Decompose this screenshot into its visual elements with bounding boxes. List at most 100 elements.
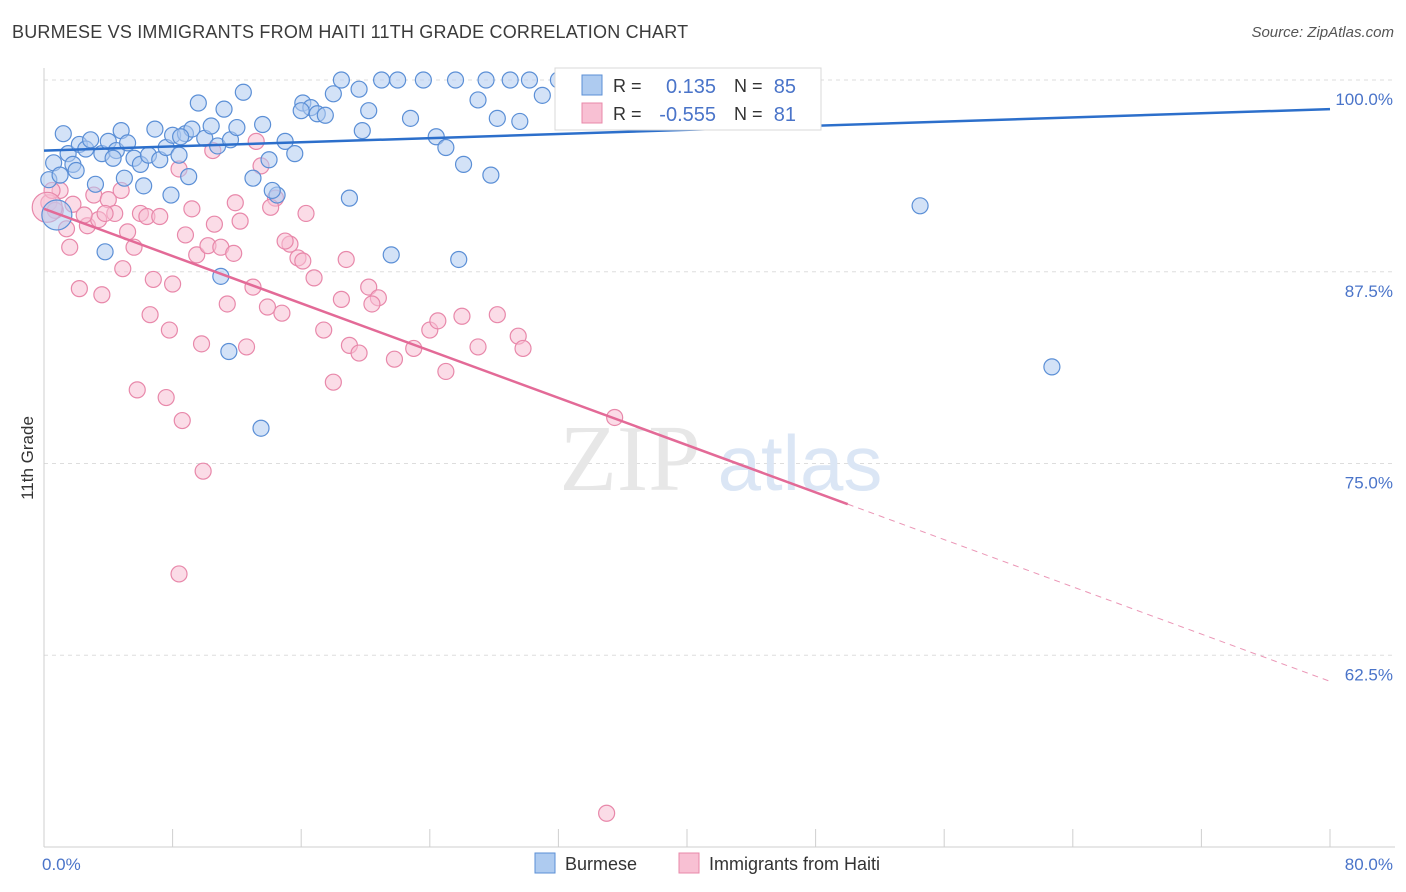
burmese-point [353,122,371,140]
haiti-point [151,207,169,226]
burmese-point [324,85,342,103]
haiti-point [237,338,256,356]
burmese-point [292,102,310,120]
burmese-point [41,199,73,231]
burmese-point [286,145,304,163]
burmese-point [260,151,278,169]
haiti-point [170,565,188,583]
haiti-point [273,304,291,322]
x-tick-label-0: 0.0% [42,855,81,874]
haiti-point [453,307,471,325]
legend-swatch-haiti [581,102,603,124]
burmese-point [115,169,133,187]
burmese-point [244,169,262,187]
burmese-point [488,109,506,127]
burmese-point [911,197,929,215]
legend-n-label-2: N = [734,104,763,124]
haiti-point [385,350,404,368]
burmese-point [215,100,233,118]
haiti-point [188,246,206,264]
burmese-point [316,106,334,124]
source-credit: Source: ZipAtlas.com [1251,24,1394,41]
burmese-point [450,250,468,269]
burmese-point [180,168,198,186]
burmese-point [401,109,420,127]
burmese-point [96,243,114,261]
haiti-point [183,200,201,218]
burmese-point [501,71,519,89]
burmese-point [51,166,69,184]
haiti-point [70,280,88,298]
y-tick-label-2: 75.0% [1345,474,1393,493]
burmese-point [234,83,252,101]
haiti-point [324,373,342,391]
series-legend: Burmese Immigrants from Haiti [534,852,880,874]
y-tick-label-1: 87.5% [1345,282,1393,301]
legend-r-value-2: -0.555 [659,104,716,126]
haiti-point [205,215,223,233]
burmese-point [54,125,72,143]
burmese-point [533,86,551,104]
series-burmese-points [40,71,1061,437]
burmese-point [372,71,391,89]
haiti-point [226,194,244,212]
haiti-point [61,238,79,256]
burmese-point [254,115,272,134]
burmese-point [146,120,164,138]
haiti-point [360,278,378,296]
watermark-atlas: atlas [718,419,883,507]
burmese-point [350,80,368,98]
burmese-point [170,146,188,164]
haiti-point [96,204,114,223]
legend-swatch-burmese [581,74,603,96]
haiti-point [429,312,447,330]
burmese-point [172,128,190,146]
burmese-point [252,419,270,437]
haiti-point [258,298,277,316]
haiti-point [93,286,111,304]
haiti-point [297,204,315,223]
burmese-point [135,177,153,195]
burmese-point [263,181,281,200]
burmese-point [469,91,487,109]
legend-n-label-1: N = [734,76,763,96]
haiti-point [305,269,323,287]
burmese-point [382,246,400,264]
y-tick-labels: 100.0% 87.5% 75.0% 62.5% [1335,90,1393,684]
burmese-point [1043,358,1061,376]
burmese-point [228,118,246,137]
haiti-point [350,344,368,362]
haiti-point [141,306,159,324]
haiti-trend-line-dashed [847,503,1331,682]
haiti-point [114,260,132,278]
bottom-legend-swatch-haiti [678,852,700,874]
haiti-point [194,462,212,480]
haiti-point [315,321,333,339]
haiti-point [598,804,616,822]
bottom-legend-label-burmese: Burmese [565,854,637,874]
haiti-point [164,275,182,293]
burmese-point [86,175,105,193]
burmese-point [511,112,529,131]
haiti-trend-line [43,207,849,506]
burmese-point [520,71,539,89]
legend-r-value-1: 0.135 [666,76,716,98]
haiti-point [192,335,211,353]
haiti-point [157,388,175,407]
burmese-point [360,102,378,120]
series-haiti-points [31,132,624,822]
haiti-point [363,295,381,313]
haiti-point [337,250,355,269]
burmese-point [220,342,238,361]
y-tick-label-3: 62.5% [1345,665,1393,684]
haiti-point [488,306,506,324]
burmese-point [414,71,432,89]
haiti-point [332,290,350,308]
x-tick-label-1: 80.0% [1345,855,1393,874]
burmese-point [389,71,407,89]
burmese-point [202,117,220,135]
chart-title: BURMESE VS IMMIGRANTS FROM HAITI 11TH GR… [12,22,689,42]
bottom-legend-swatch-burmese [534,852,556,874]
haiti-point [276,232,294,250]
